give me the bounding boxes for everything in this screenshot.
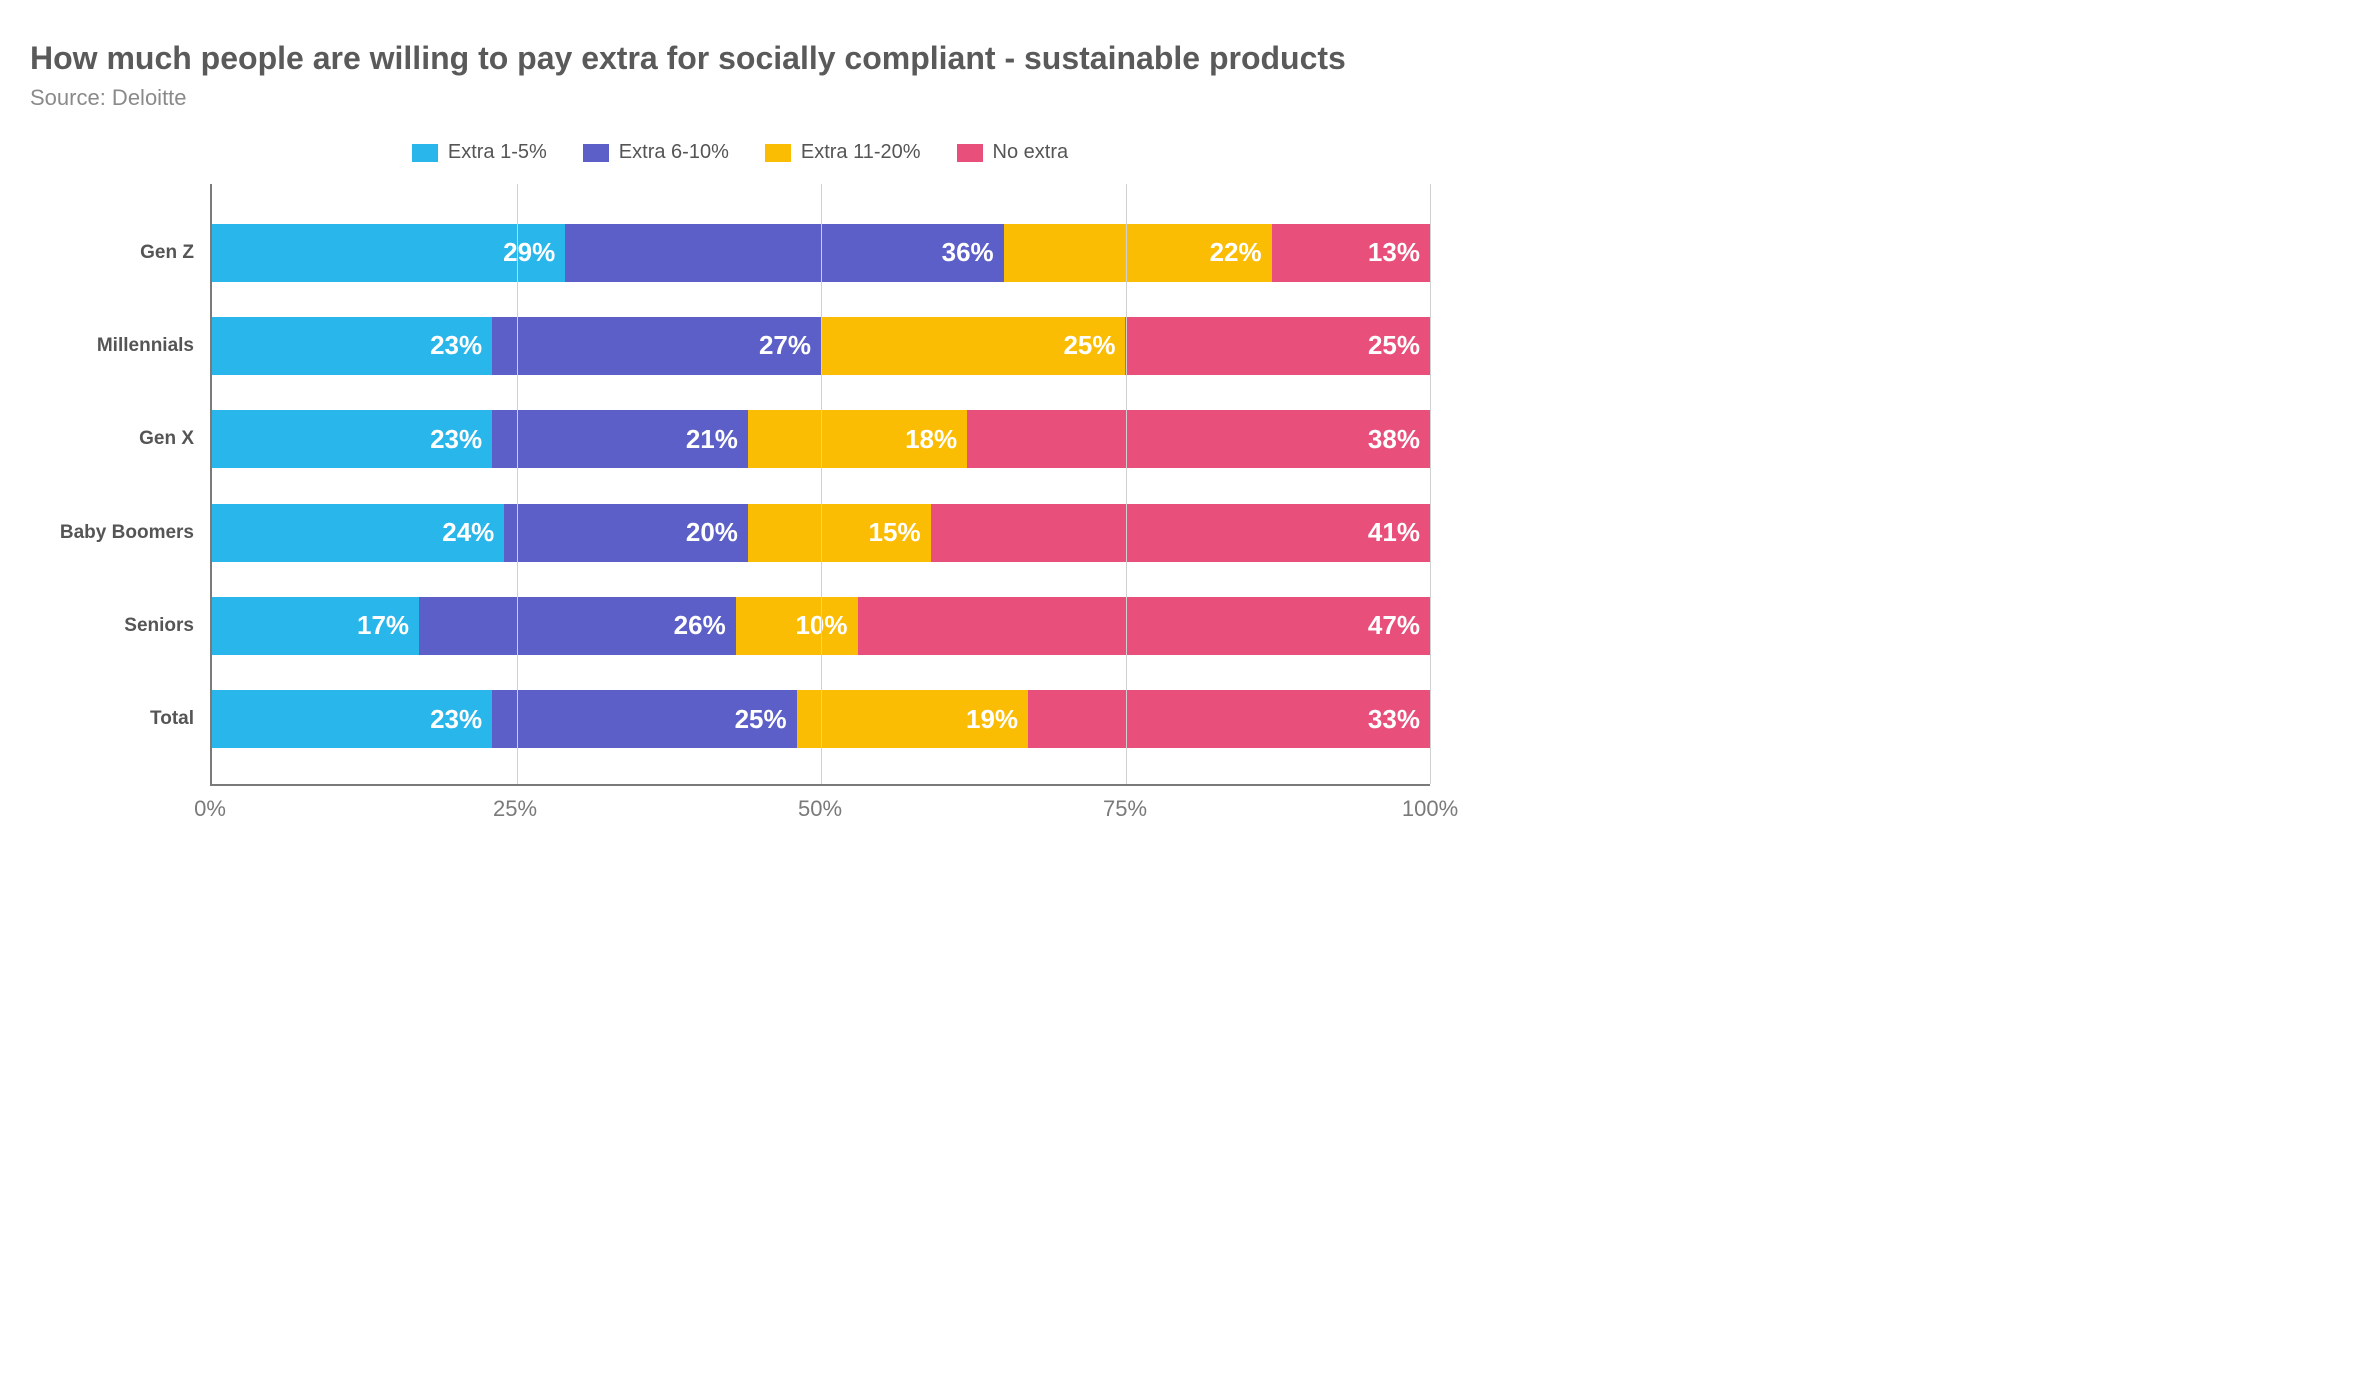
- legend-label: Extra 11-20%: [801, 141, 921, 164]
- bar-segment: 25%: [1125, 317, 1430, 375]
- gridline: [821, 184, 822, 784]
- chart-x-axis: 0%25%50%75%100%: [210, 786, 1430, 826]
- gridline: [1126, 184, 1127, 784]
- legend-label: Extra 6-10%: [619, 141, 729, 164]
- y-axis-label: Millennials: [29, 335, 194, 357]
- y-axis-label: Seniors: [29, 615, 194, 637]
- x-axis-tick: 25%: [493, 796, 537, 822]
- bar-segment: 36%: [565, 224, 1003, 282]
- bar-segment: 24%: [212, 504, 504, 562]
- legend-swatch: [765, 144, 791, 162]
- bar-segment: 29%: [212, 224, 565, 282]
- bar-segment: 13%: [1272, 224, 1430, 282]
- x-axis-tick: 100%: [1402, 796, 1458, 822]
- gridline: [517, 184, 518, 784]
- legend-swatch: [583, 144, 609, 162]
- bar-segment: 25%: [821, 317, 1126, 375]
- bar-segment: 33%: [1028, 690, 1430, 748]
- legend-swatch: [412, 144, 438, 162]
- y-axis-label: Gen Z: [29, 242, 194, 264]
- bar-segment: 23%: [212, 317, 492, 375]
- legend-label: No extra: [993, 141, 1069, 164]
- x-axis-tick: 50%: [798, 796, 842, 822]
- bar-segment: 19%: [797, 690, 1028, 748]
- bar-segment: 41%: [931, 504, 1430, 562]
- legend-item: Extra 6-10%: [583, 141, 729, 164]
- bar-segment: 17%: [212, 597, 419, 655]
- bar-segment: 27%: [492, 317, 821, 375]
- bar-segment: 38%: [967, 410, 1430, 468]
- y-axis-label: Gen X: [29, 428, 194, 450]
- x-axis-tick: 75%: [1103, 796, 1147, 822]
- bar-segment: 23%: [212, 410, 492, 468]
- chart-subtitle: Source: Deloitte: [30, 85, 1450, 111]
- bar-segment: 22%: [1004, 224, 1272, 282]
- x-axis-tick: 0%: [194, 796, 226, 822]
- bar-segment: 23%: [212, 690, 492, 748]
- y-axis-label: Baby Boomers: [29, 522, 194, 544]
- chart-container: How much people are willing to pay extra…: [0, 0, 1480, 886]
- chart-legend: Extra 1-5% Extra 6-10% Extra 11-20% No extr…: [30, 141, 1450, 164]
- bar-segment: 47%: [858, 597, 1430, 655]
- legend-label: Extra 1-5%: [448, 141, 547, 164]
- legend-swatch: [957, 144, 983, 162]
- bar-segment: 26%: [419, 597, 736, 655]
- bar-segment: 25%: [492, 690, 797, 748]
- chart-plot-area: Gen Z29%36%22%13%Millennials23%27%25%25%…: [210, 184, 1430, 786]
- chart-title: How much people are willing to pay extra…: [30, 40, 1450, 77]
- legend-item: Extra 11-20%: [765, 141, 921, 164]
- bar-segment: 15%: [748, 504, 931, 562]
- legend-item: No extra: [957, 141, 1069, 164]
- bar-segment: 20%: [504, 504, 748, 562]
- bar-segment: 21%: [492, 410, 748, 468]
- bar-segment: 10%: [736, 597, 858, 655]
- gridline: [1430, 184, 1431, 784]
- bar-segment: 18%: [748, 410, 967, 468]
- legend-item: Extra 1-5%: [412, 141, 547, 164]
- y-axis-label: Total: [29, 708, 194, 730]
